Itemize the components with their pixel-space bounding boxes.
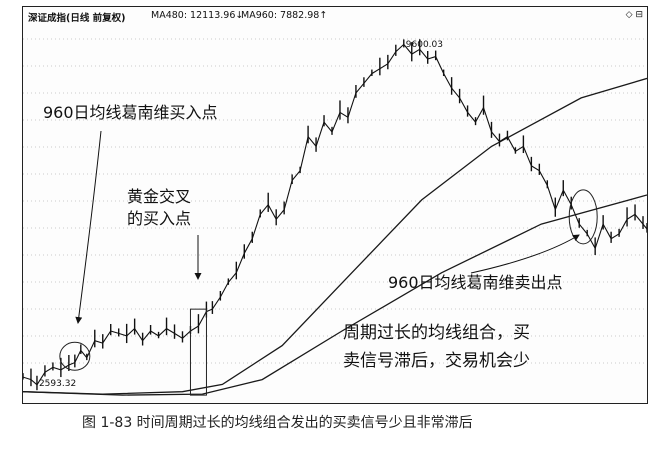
low-value-label: 2593.32	[38, 378, 77, 389]
chart-title: 深证成指(日线 前复权)	[28, 13, 126, 24]
price-line	[23, 43, 647, 386]
buy-arrow	[75, 130, 102, 324]
ma960-readout: MA960: 7882.98↑	[241, 10, 328, 21]
series-ma480	[23, 77, 647, 395]
ma480-readout: MA480: 12113.96↓	[151, 10, 244, 21]
annotation-sell-960: 960日均线葛南维卖出点	[388, 273, 563, 292]
chart-frame: 深证成指(日线 前复权) MA480: 12113.96↓ MA960: 788…	[22, 6, 648, 404]
annotation-summary-2: 卖信号滞后，交易机会少	[343, 351, 530, 371]
buy-point-circle	[59, 341, 91, 371]
annotation-golden-cross-2: 的买入点	[127, 209, 192, 228]
annotation-buy-960: 960日均线葛南维买入点	[43, 103, 218, 122]
window-controls-icon[interactable]: ◇ ⊟	[625, 10, 643, 20]
golden-cross-box	[189, 308, 207, 396]
sell-point-circle	[568, 189, 598, 245]
peak-value-label: 9600.03	[405, 40, 443, 51]
sell-arrow	[470, 234, 580, 274]
price-chart	[23, 38, 647, 396]
chart-header: 深证成指(日线 前复权) MA480: 12113.96↓ MA960: 788…	[23, 7, 647, 24]
annotation-summary-1: 周期过长的均线组合，买	[343, 323, 530, 343]
annotation-golden-cross-1: 黄金交叉	[127, 187, 192, 206]
figure-caption: 图 1-83 时间周期过长的均线组合发出的买卖信号少且非常滞后	[82, 415, 473, 431]
series-ma960	[23, 194, 647, 396]
